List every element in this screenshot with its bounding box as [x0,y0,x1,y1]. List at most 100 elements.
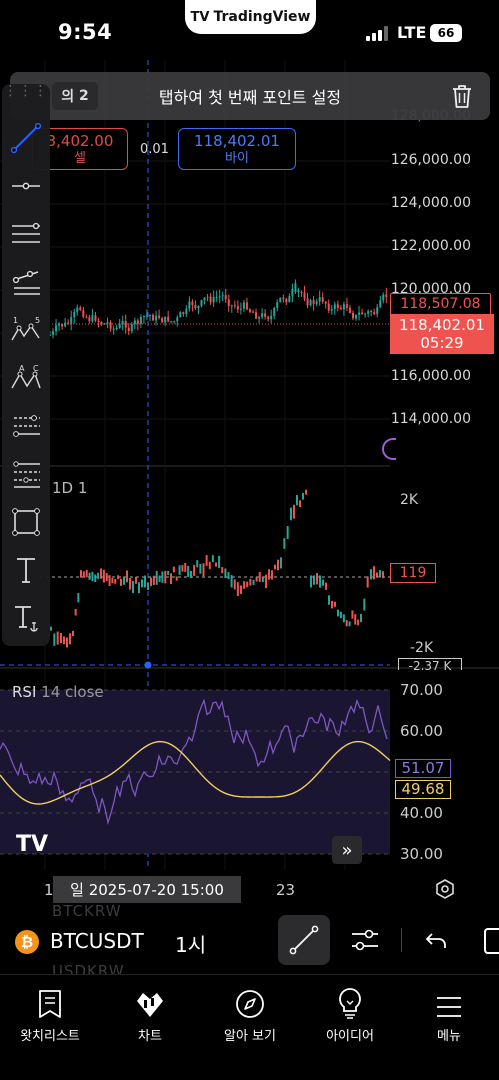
candle [164,316,167,323]
indicator-bar [233,579,236,590]
indicator-bar [296,494,298,506]
candle [233,305,236,307]
candle [270,315,273,320]
high-price-tag: 118,507.08 [390,293,491,315]
chart-settings-icon[interactable] [435,879,455,899]
trash-icon[interactable] [448,82,476,110]
indicator-bar [205,555,208,566]
indicator-bar [261,577,264,582]
indicator-bar [310,575,312,588]
indicator-bar [66,637,68,648]
text-icon[interactable] [6,550,46,590]
indicator-bar [60,633,62,644]
price-axis-label: 126,000.00 [390,152,471,168]
indicator-bar [363,598,366,611]
indicator-bar [108,575,111,586]
indicator-bar [227,572,230,580]
divider [401,928,402,952]
indicator-bar [268,569,270,580]
fullscreen-icon[interactable] [484,928,499,954]
candle [288,296,291,303]
indicator-bar [175,576,178,581]
indicator-bar [342,614,345,623]
drawing-hint-banner: 의 2 탭하여 첫 번째 포인트 설정 [10,72,490,120]
alert-marker-icon[interactable] [382,438,396,460]
candle [306,298,309,306]
indicator-bar [80,570,82,578]
drawing-tool-button[interactable] [278,915,330,965]
trend-line-icon[interactable] [6,118,46,158]
step-indicator: 의 2 [52,82,98,110]
indicator-bar [172,566,175,573]
indicator-legend[interactable]: 1D 1 [52,479,88,497]
anchored-text-icon[interactable] [6,598,46,638]
candle [91,315,94,322]
indicator-bar [53,633,56,646]
candle [333,304,336,310]
tab-ideas[interactable]: 아이디어 [300,975,400,1044]
candle [324,301,327,304]
tab-label: 알아 보기 [224,1029,276,1044]
parallel-channel-icon[interactable] [6,214,46,254]
indicator-bar [351,610,354,619]
rsi-ma-value-tag: 49.68 [395,780,451,799]
indicators-settings-icon[interactable] [350,926,380,954]
indicator-bar [376,572,378,577]
pitchfork-icon[interactable] [6,262,46,302]
tab-watchlist[interactable]: 왓치리스트 [0,975,100,1044]
horizontal-line-icon[interactable] [6,166,46,206]
fib-retracement-icon[interactable] [6,406,46,446]
watchlist-icon [39,990,61,1018]
candle [76,307,79,312]
rsi-title: RSI [12,683,37,701]
tradingview-name: TradingView [213,9,311,25]
indicator-bar [221,567,224,574]
compass-icon [236,990,264,1018]
candle [255,312,258,319]
indicator-axis-label: -2K [410,640,434,656]
candle [188,301,191,309]
indicator-bar [126,570,128,583]
indicator-bar [132,581,134,594]
symbol-ticker[interactable]: BTCUSDT [50,929,144,953]
rsi-legend[interactable]: RSI 14 close [12,683,104,701]
candle [106,322,109,324]
rsi-axis-label: 70.00 [400,681,443,699]
scroll-to-realtime-button[interactable]: » [332,836,362,864]
timeframe-button[interactable]: 1시 [175,933,207,957]
candle [182,312,185,314]
bottom-tab-bar: 왓치리스트 차트 알아 보기 아이디어 메뉴 [0,974,499,1080]
buy-button[interactable]: 118,402.01 바이 [178,128,296,170]
indicator-bar [293,504,295,519]
drag-handle-icon[interactable]: ⋮⋮⋮ [3,83,49,99]
candle [130,324,133,332]
candle [118,324,121,328]
rectangle-icon[interactable] [6,502,46,542]
indicator-bar [63,636,65,645]
indicator-bar [193,564,196,576]
fib-extension-icon[interactable] [6,454,46,494]
last-price-value: 118,402.01 [399,316,485,334]
tab-menu[interactable]: 메뉴 [399,975,499,1044]
indicator-bar [170,573,172,584]
candle [136,320,139,324]
price-chart[interactable] [0,60,499,905]
candle [361,312,364,315]
candle [279,297,282,303]
indicator-bar [360,614,362,623]
candle [236,306,239,310]
candle [152,314,155,321]
candle [364,313,367,315]
indicator-bar [184,562,187,572]
tab-explore[interactable]: 알아 보기 [200,975,300,1044]
indicator-bar [72,630,74,637]
indicator-bar [85,569,88,578]
candle [294,283,297,292]
indicator-bar [190,570,192,579]
undo-icon[interactable] [425,930,449,952]
tab-chart[interactable]: 차트 [100,975,200,1044]
